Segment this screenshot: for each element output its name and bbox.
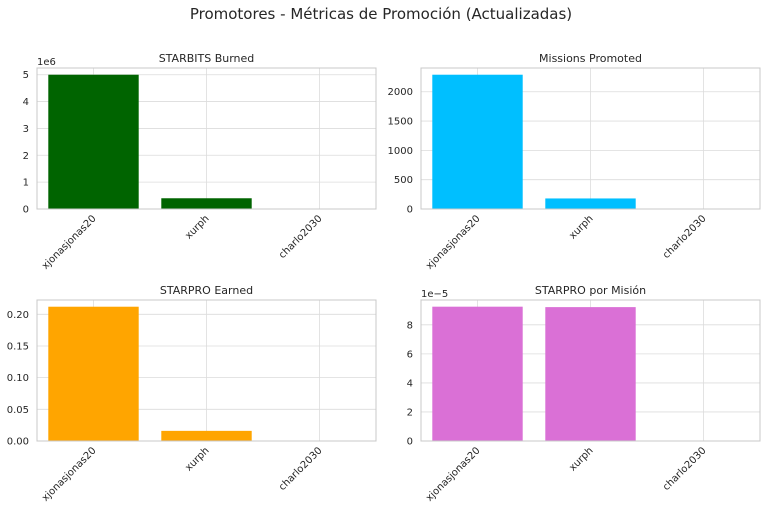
- y-tick-label: 1000: [388, 146, 413, 157]
- x-tick-label: charlo2030: [277, 445, 325, 493]
- x-tick-label: xjonasjonas20: [424, 445, 483, 504]
- x-tick-label: xurph: [183, 445, 211, 473]
- y-tick-label: 8: [407, 320, 413, 331]
- x-tick-label: charlo2030: [277, 213, 325, 261]
- x-tick-label: charlo2030: [661, 213, 709, 261]
- plot-frame: [36, 67, 377, 210]
- subplot-title: Missions Promoted: [539, 52, 642, 65]
- bar-xurph: [161, 430, 252, 441]
- y-tick-label: 2000: [388, 87, 413, 98]
- y-tick-label: 1500: [388, 117, 413, 128]
- y-tick-label: 4: [23, 97, 29, 108]
- y-tick-label: 0: [407, 205, 413, 216]
- bar-xurph: [161, 198, 252, 209]
- bar-xjonasjonas20: [48, 74, 139, 209]
- y-tick-label: 0.15: [7, 341, 29, 352]
- y-tick-label: 4: [407, 378, 413, 389]
- y-tick-label: 2: [23, 151, 29, 162]
- x-tick-label: xjonasjonas20: [40, 213, 99, 272]
- x-tick-label: xurph: [183, 213, 211, 241]
- axis-offset-label: 1e6: [37, 57, 56, 68]
- bar-xurph: [545, 198, 636, 209]
- y-tick-label: 2: [407, 407, 413, 418]
- subplot-2: 0 500 1000 1500 2000 xjonasjonas20 xurph charlo…: [388, 52, 761, 272]
- subplot-title: STARBITS Burned: [159, 52, 255, 65]
- y-tick-label: 500: [394, 175, 413, 186]
- y-tick-label: 3: [23, 124, 29, 135]
- subplot-4: 0 2 4 6 8 xjonasjonas20 xurph charlo2030 STARPRO…: [407, 284, 761, 504]
- x-tick-label: xurph: [567, 213, 595, 241]
- y-tick-label: 1: [23, 178, 29, 189]
- x-tick-label: charlo2030: [661, 445, 709, 493]
- y-tick-label: 0.05: [7, 405, 29, 416]
- x-tick-label: xjonasjonas20: [424, 213, 483, 272]
- figure-title: Promotores - Métricas de Promoción (Actu…: [190, 5, 572, 23]
- x-tick-label: xjonasjonas20: [40, 445, 99, 504]
- bar-xjonasjonas20: [48, 306, 139, 441]
- plot-frame: [36, 299, 377, 442]
- y-tick-label: 0.00: [7, 437, 29, 448]
- x-tick-label: xurph: [567, 445, 595, 473]
- y-tick-label: 0: [23, 205, 29, 216]
- subplot-3: 0.00 0.05 0.10 0.15 0.20 xjonasjonas20 xurph ch…: [7, 284, 377, 504]
- axis-offset-label: 1e−5: [421, 289, 448, 300]
- bar-xjonasjonas20: [432, 74, 523, 209]
- subplot-1: 0 1 2 3 4 5 xjonasjonas20 xurph charlo2030 STARBI…: [23, 52, 377, 272]
- plot-frame: [420, 67, 761, 210]
- subplot-grid: 0 1 2 3 4 5 xjonasjonas20 xurph charlo2030 STARBI…: [7, 52, 761, 504]
- plot-frame: [420, 299, 761, 442]
- y-tick-label: 0.10: [7, 373, 29, 384]
- y-tick-label: 0.20: [7, 310, 29, 321]
- y-tick-label: 0: [407, 437, 413, 448]
- subplot-title: STARPRO Earned: [160, 284, 253, 297]
- subplot-title: STARPRO por Misión: [535, 284, 646, 297]
- bar-xjonasjonas20: [432, 306, 523, 441]
- y-tick-label: 5: [23, 70, 29, 81]
- bar-xurph: [545, 307, 636, 441]
- y-tick-label: 6: [407, 349, 413, 360]
